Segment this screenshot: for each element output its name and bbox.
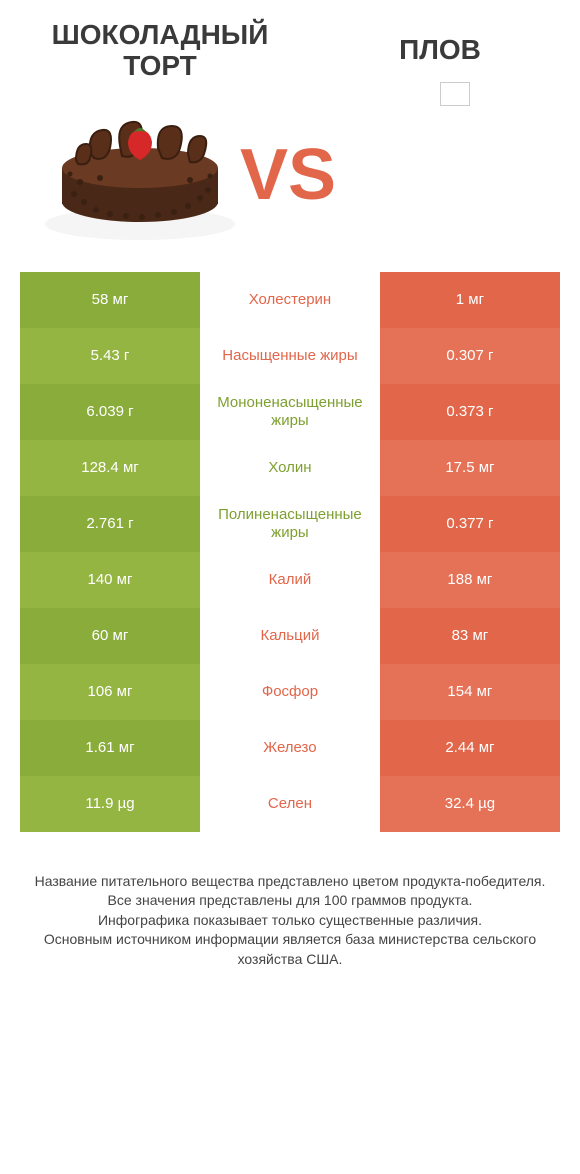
footer-notes: Название питательного вещества представл… — [20, 872, 560, 970]
vs-label: VS — [240, 134, 336, 216]
footer-line: Все значения представлены для 100 граммо… — [20, 891, 560, 911]
cell-right-value: 32.4 µg — [380, 776, 560, 832]
title-right: ПЛОВ — [340, 35, 540, 66]
title-left: ШОКОЛАДНЫЙ ТОРТ — [40, 20, 280, 82]
comparison-table: 58 мгХолестерин1 мг5.43 гНасыщенные жиры… — [20, 272, 560, 832]
cell-nutrient-label: Холестерин — [200, 272, 380, 328]
cell-right-value: 0.373 г — [380, 384, 560, 440]
cell-left-value: 2.761 г — [20, 496, 200, 552]
cell-right-value: 1 мг — [380, 272, 560, 328]
footer-line: Основным источником информации является … — [20, 930, 560, 969]
cell-nutrient-label: Фосфор — [200, 664, 380, 720]
table-row: 11.9 µgСелен32.4 µg — [20, 776, 560, 832]
header: ШОКОЛАДНЫЙ ТОРТ ПЛОВ — [0, 0, 580, 92]
cell-left-value: 6.039 г — [20, 384, 200, 440]
cell-left-value: 58 мг — [20, 272, 200, 328]
cell-left-value: 5.43 г — [20, 328, 200, 384]
cell-nutrient-label: Кальций — [200, 608, 380, 664]
cell-left-value: 140 мг — [20, 552, 200, 608]
cell-left-value: 128.4 мг — [20, 440, 200, 496]
cell-left-value: 106 мг — [20, 664, 200, 720]
table-row: 6.039 гМононенасыщенные жиры0.373 г — [20, 384, 560, 440]
cell-right-value: 154 мг — [380, 664, 560, 720]
cell-right-value: 0.307 г — [380, 328, 560, 384]
image-row: VS — [0, 92, 580, 272]
cell-left-value: 11.9 µg — [20, 776, 200, 832]
cake-image — [40, 102, 240, 242]
cell-nutrient-label: Насыщенные жиры — [200, 328, 380, 384]
footer-line: Название питательного вещества представл… — [20, 872, 560, 892]
footer-line: Инфографика показывает только существенн… — [20, 911, 560, 931]
table-row: 106 мгФосфор154 мг — [20, 664, 560, 720]
table-row: 128.4 мгХолин17.5 мг — [20, 440, 560, 496]
cell-nutrient-label: Холин — [200, 440, 380, 496]
cell-right-value: 83 мг — [380, 608, 560, 664]
table-row: 140 мгКалий188 мг — [20, 552, 560, 608]
cell-right-value: 2.44 мг — [380, 720, 560, 776]
cell-nutrient-label: Мононенасыщенные жиры — [200, 384, 380, 440]
table-row: 5.43 гНасыщенные жиры0.307 г — [20, 328, 560, 384]
table-row: 2.761 гПолиненасыщенные жиры0.377 г — [20, 496, 560, 552]
right-image-placeholder — [440, 82, 470, 106]
cell-nutrient-label: Железо — [200, 720, 380, 776]
cell-nutrient-label: Полиненасыщенные жиры — [200, 496, 380, 552]
cell-right-value: 188 мг — [380, 552, 560, 608]
table-row: 60 мгКальций83 мг — [20, 608, 560, 664]
cell-right-value: 17.5 мг — [380, 440, 560, 496]
table-row: 1.61 мгЖелезо2.44 мг — [20, 720, 560, 776]
cell-left-value: 60 мг — [20, 608, 200, 664]
cell-left-value: 1.61 мг — [20, 720, 200, 776]
table-row: 58 мгХолестерин1 мг — [20, 272, 560, 328]
cell-right-value: 0.377 г — [380, 496, 560, 552]
cell-nutrient-label: Калий — [200, 552, 380, 608]
cell-nutrient-label: Селен — [200, 776, 380, 832]
